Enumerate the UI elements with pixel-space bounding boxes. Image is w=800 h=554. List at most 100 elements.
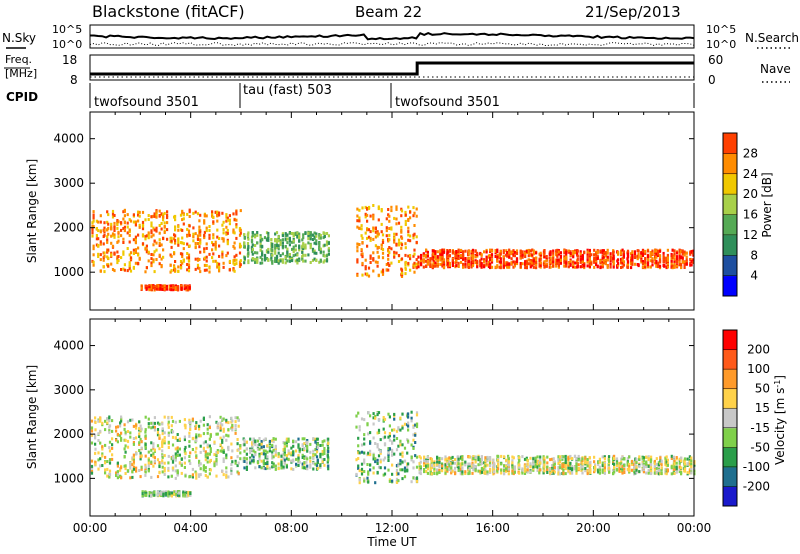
- echo-cell: [376, 443, 379, 447]
- echo-cell: [489, 248, 492, 252]
- echo-cell: [457, 462, 460, 466]
- echo-cell: [152, 285, 155, 289]
- echo-cell: [116, 250, 119, 254]
- echo-cell: [137, 213, 140, 217]
- echo-cell: [208, 444, 211, 448]
- colorbar-tick-label: 4: [750, 269, 758, 283]
- echo-cell: [400, 207, 403, 211]
- echo-cell: [621, 248, 624, 252]
- echo-cell: [464, 249, 467, 253]
- echo-cell: [434, 254, 437, 258]
- echo-cell: [539, 257, 542, 261]
- echo-cell: [104, 461, 107, 465]
- echo-cell: [209, 468, 212, 472]
- echo-cell: [243, 233, 246, 237]
- echo-cell: [160, 243, 163, 247]
- echo-cell: [565, 252, 568, 256]
- echo-cell: [599, 259, 602, 263]
- echo-cell: [438, 465, 441, 468]
- echo-cell: [415, 479, 419, 483]
- echo-cell: [474, 468, 477, 472]
- echo-cell: [208, 266, 211, 270]
- echo-cell: [615, 463, 619, 467]
- echo-cell: [588, 251, 591, 254]
- echo-cell: [395, 437, 399, 440]
- echo-cell: [222, 450, 225, 454]
- echo-cell: [576, 265, 579, 269]
- echo-cell: [239, 263, 242, 267]
- echo-cell: [122, 241, 125, 244]
- echo-cell: [564, 461, 567, 465]
- echo-cell: [519, 262, 522, 265]
- echo-cell: [206, 431, 209, 435]
- echo-cell: [186, 256, 189, 260]
- echo-cell: [216, 422, 219, 426]
- echo-cell: [467, 266, 470, 269]
- echo-cell: [436, 262, 439, 266]
- echo-cell: [183, 418, 186, 422]
- echo-cell: [363, 470, 366, 473]
- echo-cell: [129, 269, 133, 273]
- echo-cell: [391, 472, 394, 476]
- echo-cell: [199, 213, 202, 217]
- echo-cell: [120, 437, 123, 440]
- echo-cell: [124, 430, 127, 434]
- echo-cell: [493, 462, 496, 466]
- echo-cell: [620, 469, 623, 473]
- echo-cell: [576, 249, 579, 253]
- echo-cell: [123, 221, 126, 225]
- echo-cell: [513, 262, 516, 266]
- echo-cell: [264, 449, 267, 453]
- echo-cell: [196, 212, 200, 216]
- echo-cell: [606, 255, 609, 259]
- echo-cell: [194, 257, 197, 261]
- echo-cell: [260, 466, 263, 470]
- echo-cell: [256, 461, 260, 464]
- echo-cell: [531, 259, 534, 263]
- echo-cell: [281, 246, 284, 250]
- echo-cell: [327, 458, 330, 462]
- echo-cell: [206, 452, 209, 456]
- echo-cell: [230, 456, 233, 460]
- echo-cell: [413, 264, 416, 268]
- echo-cell: [150, 493, 153, 497]
- echo-cell: [319, 455, 322, 459]
- echo-cell: [235, 225, 238, 229]
- echo-cell: [315, 232, 318, 236]
- echo-cell: [358, 208, 361, 212]
- echo-cell: [382, 416, 385, 419]
- echo-cell: [163, 415, 166, 419]
- echo-cell: [282, 465, 285, 469]
- echo-cell: [369, 230, 372, 234]
- echo-cell: [246, 242, 250, 245]
- echo-cell: [532, 257, 535, 261]
- echo-cell: [390, 209, 393, 213]
- echo-cell: [483, 258, 486, 262]
- echo-cell: [254, 259, 257, 263]
- echo-cell: [366, 272, 369, 276]
- echo-cell: [539, 263, 542, 267]
- echo-cell: [163, 439, 166, 443]
- noise-right-tick-bottom: 10^0: [706, 38, 736, 51]
- echo-cell: [419, 456, 422, 460]
- echo-cell: [575, 460, 578, 464]
- echo-cell: [132, 460, 135, 464]
- echo-cell: [128, 233, 131, 237]
- echo-cell: [163, 224, 166, 228]
- echo-cell: [208, 472, 211, 476]
- echo-cell: [657, 254, 660, 257]
- echo-cell: [671, 254, 674, 258]
- echo-cell: [153, 214, 156, 218]
- echo-cell: [243, 449, 246, 453]
- echo-cell: [302, 242, 305, 246]
- echo-cell: [209, 433, 212, 437]
- echo-cell: [369, 431, 372, 435]
- echo-cell: [286, 237, 289, 241]
- echo-cell: [214, 240, 217, 244]
- echo-cell: [577, 466, 580, 470]
- echo-cell: [393, 255, 396, 259]
- echo-cell: [141, 492, 144, 496]
- echo-cell: [675, 257, 679, 261]
- echo-cell: [274, 243, 277, 247]
- echo-cell: [231, 428, 234, 432]
